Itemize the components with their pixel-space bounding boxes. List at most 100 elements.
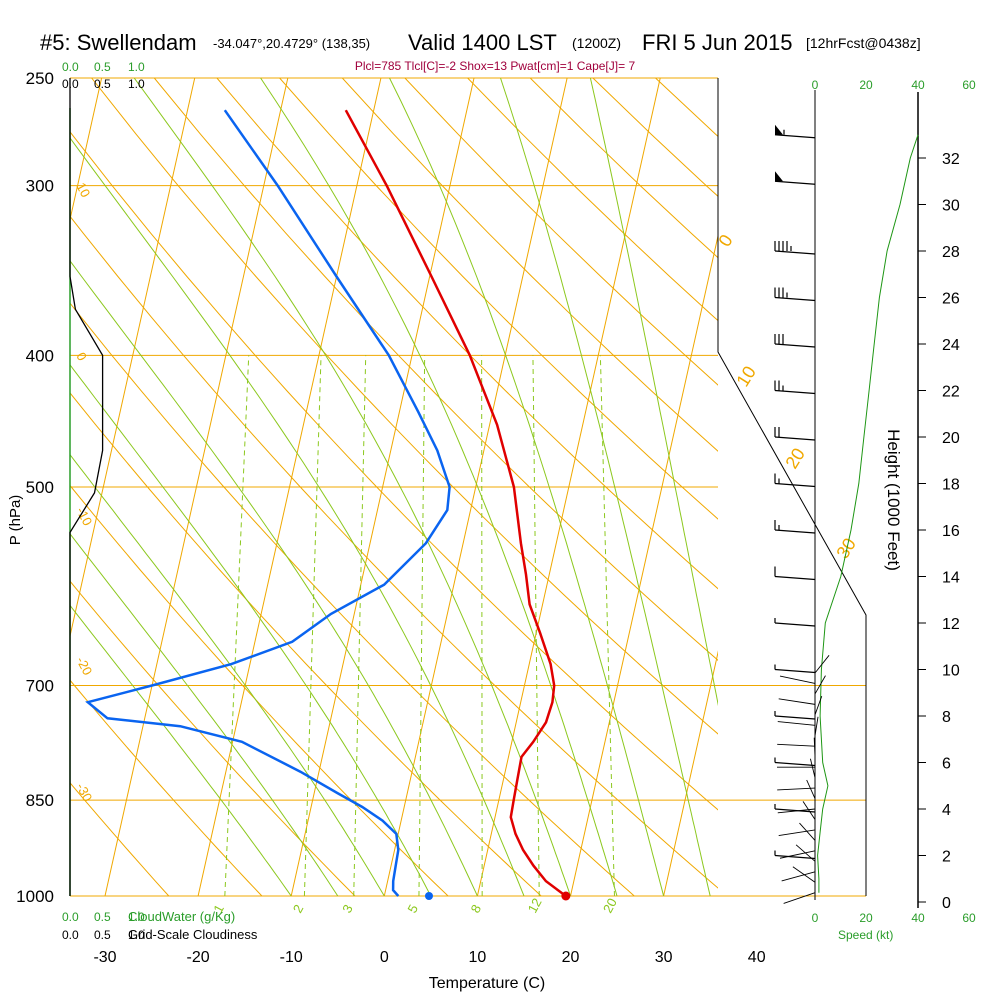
mixing-ratio-3 <box>353 355 367 896</box>
speed-scale-bottom: 0 <box>812 911 819 925</box>
cloudiness-profile <box>69 78 104 896</box>
barb-staff-low <box>813 737 816 757</box>
surface-temperature-dot <box>561 891 571 901</box>
wind-barb <box>774 850 816 860</box>
dry-adiabat <box>969 78 1000 896</box>
x-tick-label: -30 <box>93 949 116 966</box>
barb-staff <box>774 761 816 767</box>
speed-scale-top: 60 <box>962 78 976 92</box>
isotherm-label-left: -20 <box>73 654 95 678</box>
wind-barb <box>774 664 816 674</box>
moist-adiabat <box>70 137 525 896</box>
height-tick-label: 30 <box>942 198 960 215</box>
isotherm--50 <box>70 78 103 222</box>
x-tick-label: 30 <box>655 949 673 966</box>
wind-barb <box>774 334 816 348</box>
sounding-profiles <box>85 109 571 901</box>
height-tick-label: 32 <box>942 151 960 168</box>
barb-staff-low <box>814 655 830 674</box>
speed-axis-label: Speed (kt) <box>838 928 893 942</box>
station-title: #5: Swellendam <box>40 30 197 55</box>
wind-barb <box>774 804 816 813</box>
height-tick-label: 6 <box>942 756 951 773</box>
isotherm-10 <box>476 78 661 896</box>
barb-staff-low <box>778 829 816 836</box>
dewpoint-line <box>85 109 451 897</box>
pressure-tick-label: 700 <box>26 677 54 696</box>
x-tick-label: 10 <box>469 949 487 966</box>
cloud-scale-top-green: 0.5 <box>94 60 111 74</box>
mixing-ratio-8 <box>481 355 483 896</box>
moist-adiabat <box>70 260 478 896</box>
dry-adiabat <box>70 679 263 896</box>
pressure-tick-label: 400 <box>26 346 54 365</box>
barb-staff-low <box>779 850 816 859</box>
station-coords: -34.047°,20.4729° (138,35) <box>213 36 370 51</box>
height-tick-label: 2 <box>942 849 951 866</box>
mixing-ratio-label: 3 <box>339 902 356 915</box>
x-axis-ticks: -30 -20 -10 0 10 20 30 40 <box>93 949 765 966</box>
speed-scale-bottom: 40 <box>911 911 925 925</box>
isobar-lines <box>70 77 866 897</box>
wind-barb <box>774 124 816 139</box>
speed-scale-top: 40 <box>911 78 925 92</box>
isotherm--20 <box>197 78 382 896</box>
isotherm--30 <box>104 78 289 896</box>
barb-staff <box>774 808 816 813</box>
forecast-date: FRI 5 Jun 2015 <box>642 30 792 55</box>
barb-staff-low <box>777 721 816 726</box>
wind-barb <box>774 711 816 720</box>
stability-indices: Plcl=785 Tlcl[C]=-2 Shox=13 Pwat[cm]=1 C… <box>355 59 636 73</box>
height-tick-label: 18 <box>942 477 960 494</box>
cloud-scale-top-black: 0.0 <box>62 77 79 91</box>
dry-adiabat <box>341 78 718 452</box>
moist-adiabat <box>70 533 339 896</box>
dry-adiabat <box>844 78 1000 896</box>
x-tick-label: -10 <box>280 949 303 966</box>
barb-staff-low <box>802 801 816 820</box>
isotherm-lines <box>0 78 940 896</box>
wind-barb <box>774 241 816 255</box>
mixing-ratio-20 <box>599 355 615 896</box>
pressure-tick-label: 500 <box>26 478 54 497</box>
dry-adiabat <box>70 484 449 896</box>
pressure-tick-label: 250 <box>26 69 54 88</box>
cloud-scale-top-green: 1.0 <box>128 60 145 74</box>
barb-staff <box>774 575 816 581</box>
barb-staff-low <box>809 758 816 778</box>
height-tick-label: 10 <box>942 663 960 680</box>
x-tick-label: 20 <box>562 949 580 966</box>
wind-speed-profile <box>817 134 919 893</box>
dry-adiabat <box>70 782 170 896</box>
isotherm--10 <box>290 78 475 896</box>
dry-adiabat <box>91 78 718 735</box>
dry-adiabat <box>70 131 718 811</box>
isotherm-30 <box>663 650 718 896</box>
x-tick-label: 40 <box>748 949 766 966</box>
height-tick-label: 12 <box>942 616 960 633</box>
barb-staff-low <box>799 822 816 841</box>
moist-adiabat <box>500 78 711 896</box>
barb-staff-low <box>814 695 823 715</box>
barb-staff <box>774 134 816 139</box>
isotherm--60 <box>0 78 9 896</box>
moist-adiabat <box>260 78 618 896</box>
cloud-scale-bottom-black: 0.0 <box>62 928 79 942</box>
dry-adiabat <box>70 580 356 896</box>
dry-adiabat <box>404 78 718 386</box>
dry-adiabat <box>467 78 718 322</box>
pressure-tick-label: 1000 <box>16 887 54 906</box>
cloud-scale-bottom-black: 1.0 <box>128 928 145 942</box>
isotherm-40 <box>757 78 940 896</box>
barb-staff <box>774 715 816 720</box>
height-tick-label: 16 <box>942 523 960 540</box>
speed-scale-top: 20 <box>859 78 873 92</box>
height-tick-label: 22 <box>942 384 960 401</box>
isotherm-label-left: 0 <box>73 350 90 363</box>
speed-scale-bottom: 60 <box>962 911 976 925</box>
wind-barb <box>774 171 816 185</box>
moist-adiabat <box>70 453 385 896</box>
barb-pennant <box>775 171 783 182</box>
height-tick-label: 4 <box>942 802 951 819</box>
